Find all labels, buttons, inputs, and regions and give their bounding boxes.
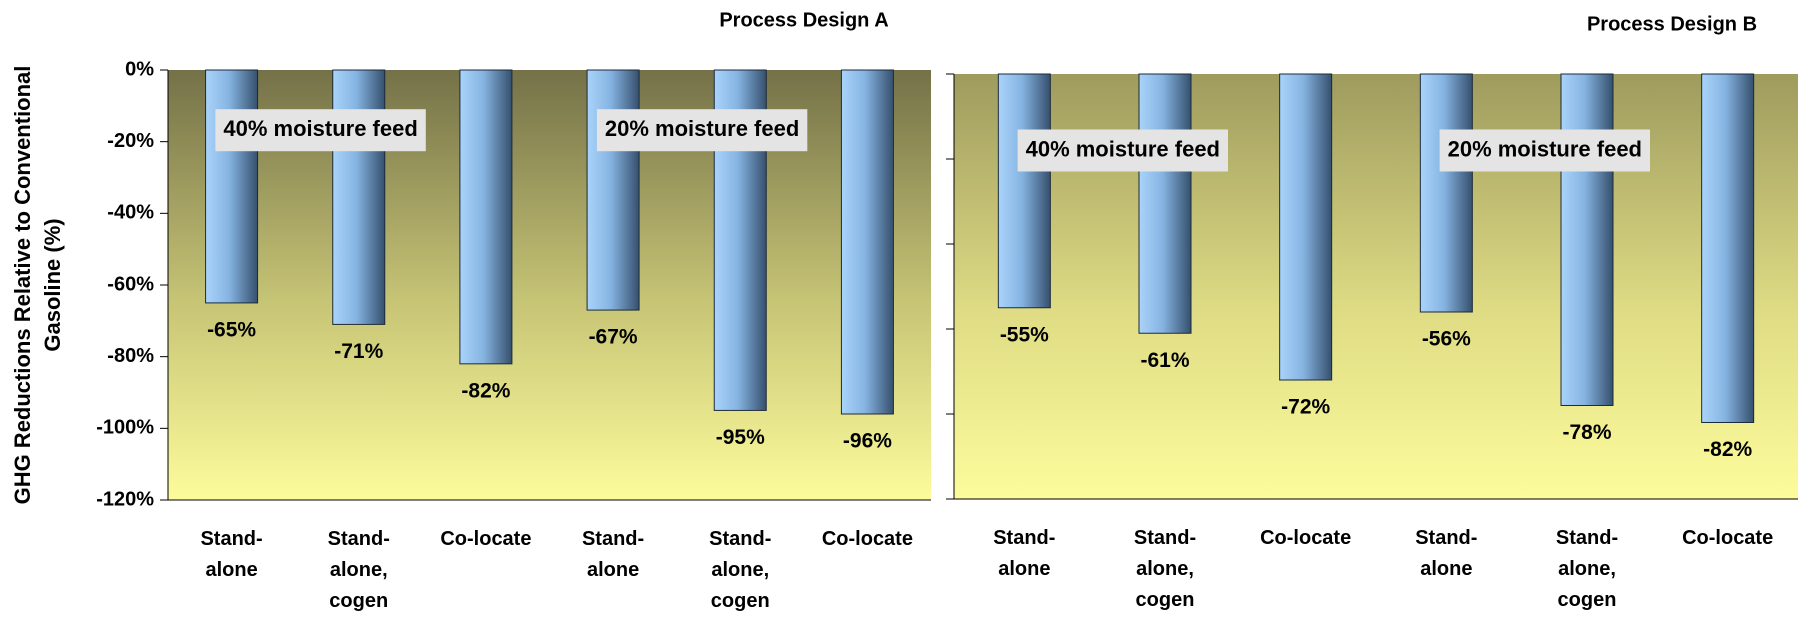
x-tick-label: Co-locate — [1682, 527, 1773, 549]
y-axis-label: GHG Reductions Relative to Conventional G… — [10, 66, 65, 505]
x-tick-label: Stand-alone — [582, 528, 644, 581]
bar — [1419, 73, 1473, 313]
annotation: 40% moisture feed — [1026, 136, 1220, 161]
data-label: -67% — [589, 326, 638, 349]
y-tick-label: 0% — [125, 58, 154, 80]
data-label: -61% — [1140, 349, 1189, 372]
x-tick-label: Co-locate — [1260, 527, 1351, 549]
data-label: -82% — [461, 379, 510, 402]
data-label: -55% — [1000, 323, 1049, 346]
y-tick-label: -60% — [107, 273, 154, 295]
annotation: 20% moisture feed — [605, 116, 799, 141]
x-tick-label: Co-locate — [440, 528, 531, 550]
data-label: -65% — [207, 318, 256, 341]
y-tick-label: -40% — [107, 202, 154, 224]
data-label: -71% — [334, 340, 383, 363]
x-tick-label: Stand-alone — [993, 527, 1055, 580]
data-label: -78% — [1562, 421, 1611, 444]
x-tick-label: Stand-alone, cogen — [1134, 527, 1196, 611]
y-tick-label: -20% — [107, 130, 154, 152]
bar — [459, 69, 513, 365]
data-label: -96% — [843, 430, 892, 453]
x-tick-label: Co-locate — [822, 528, 913, 550]
x-tick-label: Stand-alone — [1415, 527, 1477, 580]
bar — [205, 69, 259, 304]
annotation-box — [1017, 129, 1229, 172]
chart-title: Process Design A — [719, 9, 888, 31]
y-tick-label: -100% — [96, 417, 154, 439]
bar — [1560, 73, 1614, 406]
bar — [997, 73, 1051, 309]
annotation-box — [1439, 129, 1651, 172]
annotation: 20% moisture feed — [1448, 136, 1642, 161]
x-tick-label: Stand-alone, cogen — [328, 528, 390, 612]
x-tick-label: Stand-alone — [200, 528, 262, 581]
x-tick-label: Stand-alone, cogen — [709, 528, 771, 612]
annotation-box — [596, 109, 808, 152]
bar — [332, 69, 386, 325]
data-label: -72% — [1281, 396, 1330, 419]
chart-title: Process Design B — [1587, 13, 1757, 35]
data-label: -56% — [1422, 328, 1471, 351]
data-label: -95% — [716, 426, 765, 449]
y-tick-label: -80% — [107, 345, 154, 367]
annotation-box — [215, 109, 426, 152]
x-tick-label: Stand-alone, cogen — [1556, 527, 1618, 611]
bar — [1701, 73, 1755, 423]
y-tick-label: -120% — [96, 488, 154, 510]
bar — [586, 69, 640, 311]
bar — [1138, 73, 1192, 334]
data-label: -82% — [1703, 438, 1752, 461]
annotation: 40% moisture feed — [223, 116, 417, 141]
bar — [840, 69, 894, 415]
bar — [1279, 73, 1333, 381]
